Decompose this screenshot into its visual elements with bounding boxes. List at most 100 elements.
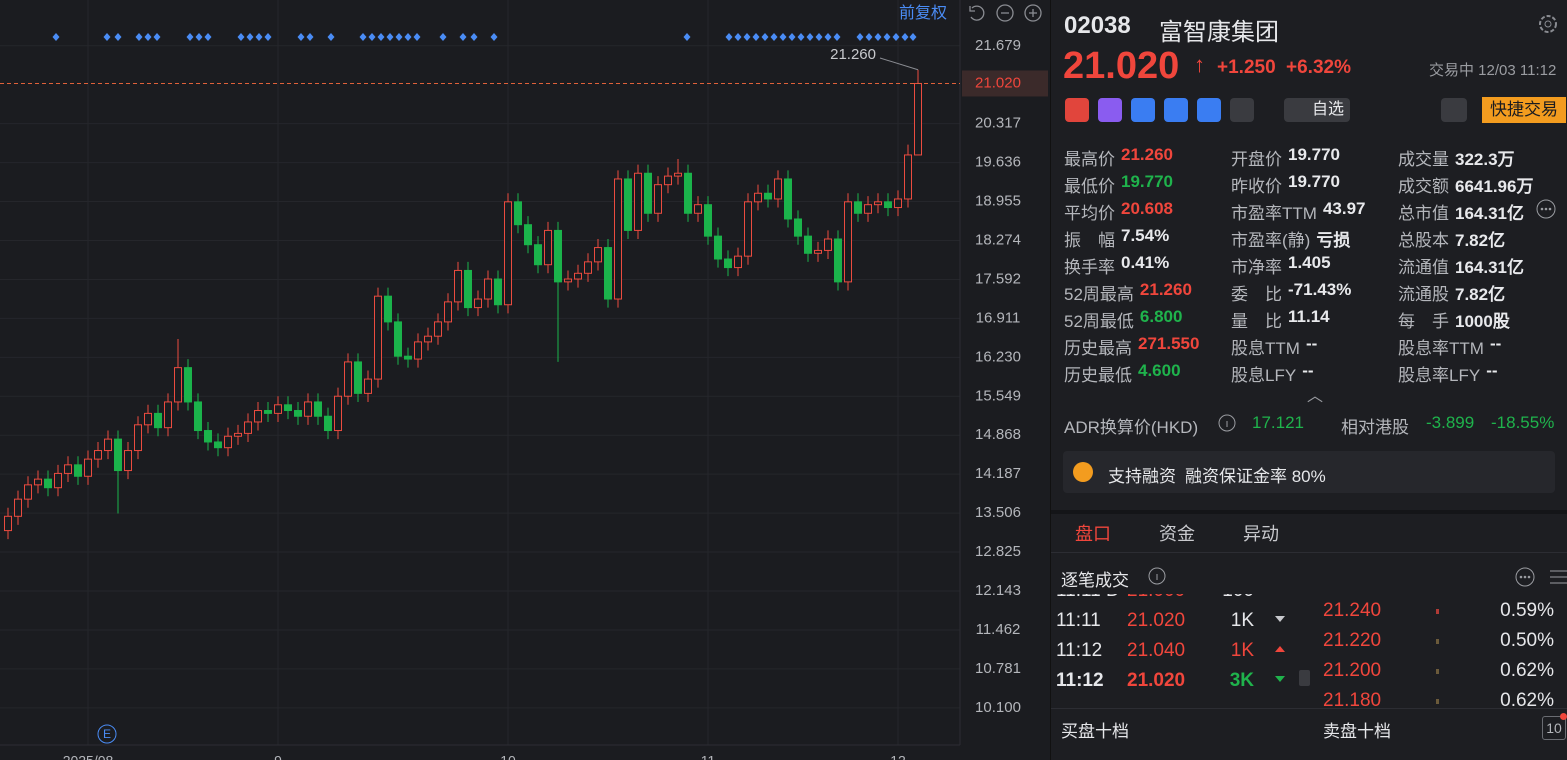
- event-diamond: [874, 33, 882, 41]
- candle-body: [754, 192, 762, 203]
- trade-arrow: [1275, 676, 1285, 682]
- more-icon[interactable]: [1535, 198, 1557, 220]
- badge[interactable]: [1098, 98, 1122, 122]
- candle-body: [264, 410, 272, 414]
- candle-body: [784, 178, 792, 220]
- y-tick-label: 14.187: [975, 465, 1021, 482]
- ask-pct: 0.62%: [1500, 660, 1554, 681]
- event-diamond: [153, 33, 161, 41]
- stat-label: 历史最高: [1064, 339, 1132, 358]
- ask-price: 21.220: [1323, 630, 1382, 651]
- margin-box[interactable]: [1063, 451, 1555, 493]
- event-diamond: [439, 33, 447, 41]
- zoom-out[interactable]: [996, 4, 1014, 22]
- ask-bar: [1436, 639, 1439, 644]
- y-tick-label: 13.506: [975, 504, 1021, 521]
- candle-body: [714, 235, 722, 260]
- candle-body: [814, 249, 822, 254]
- y-tick-label: 18.274: [975, 231, 1021, 248]
- collapse-icon[interactable]: ︿: [1307, 388, 1324, 405]
- buy-depth-title: 买盘十档: [1061, 722, 1129, 741]
- watch-button[interactable]: 自选: [1284, 98, 1350, 122]
- badge[interactable]: [1164, 98, 1188, 122]
- trade-tools[interactable]: [1514, 566, 1567, 588]
- y-tick-label: 18.955: [975, 193, 1021, 210]
- adjust-button[interactable]: 前复权: [899, 4, 947, 22]
- alert-button[interactable]: [1441, 98, 1467, 122]
- trades-list: 11:11 D 21.000 100 11:11 21.020 1K 11:12 21.040…: [1051, 594, 1567, 706]
- event-diamond: [470, 33, 478, 41]
- event-diamond: [683, 33, 691, 41]
- ask-pct: 0.50%: [1500, 630, 1554, 651]
- candle-body: [54, 472, 62, 489]
- candle-body: [424, 335, 432, 343]
- badge-row: [1065, 98, 1254, 127]
- relative-pct: -18.55%: [1491, 413, 1555, 432]
- quick-trade-button[interactable]: 快捷交易: [1482, 97, 1566, 123]
- trade-arrow: [1275, 616, 1285, 622]
- y-tick-label: 10.781: [975, 660, 1021, 677]
- candle-body: [524, 224, 532, 246]
- high-label: 21.260: [830, 46, 876, 63]
- x-tick-label: 2025/08: [63, 753, 114, 760]
- tab[interactable]: 资金: [1159, 524, 1195, 544]
- divider: [1051, 708, 1567, 709]
- relative-label: 相对港股: [1341, 418, 1409, 437]
- stat-label: 股息TTM: [1231, 339, 1300, 358]
- candle-body: [284, 404, 292, 412]
- stat-value: 21.260: [1121, 145, 1173, 164]
- event-diamond: [865, 33, 873, 41]
- chart-tools[interactable]: [969, 4, 1042, 22]
- hk-badge[interactable]: [1065, 98, 1089, 122]
- ask-pct: 0.59%: [1500, 600, 1554, 621]
- y-tick-label: 16.230: [975, 348, 1021, 365]
- candle-body: [414, 341, 422, 360]
- ask-bar: [1436, 669, 1439, 674]
- candle-body: [474, 298, 482, 309]
- event-icon[interactable]: [97, 724, 117, 744]
- candle-body: [744, 201, 752, 257]
- event-diamond: [824, 33, 832, 41]
- trade-price: 21.040: [1127, 640, 1186, 661]
- candle-body: [634, 172, 642, 231]
- badge[interactable]: [1230, 98, 1254, 122]
- candle-body: [144, 412, 152, 426]
- stat-label: 总市值: [1398, 204, 1449, 223]
- event-diamond: [386, 33, 394, 41]
- event-diamond: [264, 33, 272, 41]
- price-change-pct: +6.32%: [1286, 57, 1351, 78]
- candle-body: [244, 421, 252, 434]
- candle-body: [304, 401, 312, 417]
- undo-icon[interactable]: [969, 5, 985, 21]
- info-icon[interactable]: [1217, 413, 1237, 433]
- ask-pct: 0.62%: [1500, 690, 1554, 706]
- badge[interactable]: [1197, 98, 1221, 122]
- stat-value: --: [1489, 334, 1502, 353]
- trade-time: 11:12: [1056, 670, 1104, 691]
- depth-levels[interactable]: 10: [1542, 716, 1566, 740]
- badge[interactable]: [1131, 98, 1155, 122]
- trade-volume: 3K: [1229, 670, 1254, 691]
- stat-label: 股息率LFY: [1398, 366, 1481, 385]
- zoom-in[interactable]: [1024, 4, 1042, 22]
- settings-icon[interactable]: [1536, 12, 1560, 36]
- candle-body: [344, 361, 352, 397]
- trade-arrow: [1275, 646, 1285, 652]
- candle-body: [404, 355, 412, 360]
- y-tick-label: 15.549: [975, 387, 1021, 404]
- tab[interactable]: 盘口: [1075, 524, 1111, 544]
- candle-body: [694, 204, 702, 214]
- stat-value: 0.41%: [1121, 253, 1170, 272]
- stat-value: 322.3万: [1455, 150, 1515, 169]
- trade-volume: 100: [1222, 594, 1254, 602]
- candle-body: [734, 255, 742, 269]
- divider: [1051, 552, 1567, 553]
- stat-value: 43.97: [1322, 199, 1366, 218]
- info-icon[interactable]: [1147, 566, 1167, 586]
- notify-dot: [1560, 713, 1567, 720]
- stat-label: 市净率: [1231, 258, 1282, 277]
- candle-body: [844, 201, 852, 283]
- tab[interactable]: 异动: [1243, 524, 1279, 544]
- y-tick-label: 21.679: [975, 37, 1021, 54]
- ask-price: 21.200: [1323, 660, 1382, 681]
